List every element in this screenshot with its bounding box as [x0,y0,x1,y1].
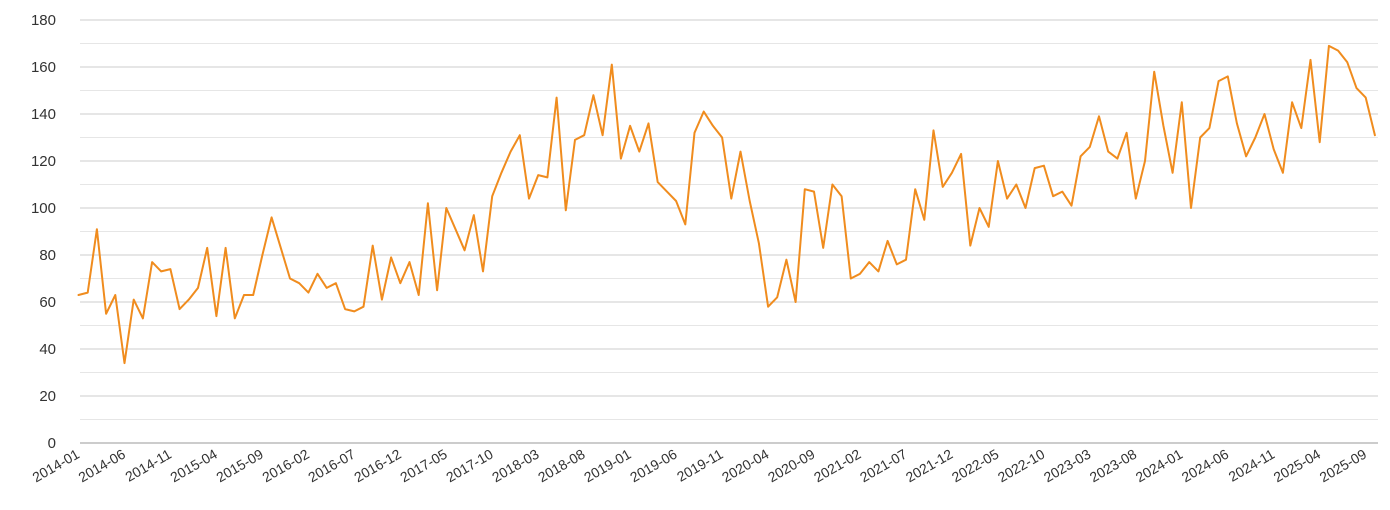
x-tick-label: 2023-08 [1087,446,1140,486]
x-tick-label: 2022-05 [949,446,1002,486]
x-tick-label: 2015-09 [213,446,266,486]
x-tick-label: 2017-10 [443,446,496,486]
y-tick-label: 60 [39,294,56,311]
x-tick-label: 2025-04 [1271,446,1324,486]
x-tick-label: 2024-11 [1226,446,1278,485]
y-tick-label: 80 [39,247,56,264]
x-tick-label: 2016-02 [259,446,312,486]
y-tick-label: 180 [31,12,56,29]
series-line [77,44,1376,365]
x-tick-label: 2017-05 [397,446,450,486]
x-tick-label: 2020-04 [719,446,772,486]
x-tick-label: 2016-07 [305,446,358,486]
x-tick-label: 2021-02 [811,446,864,486]
y-tick-label: 140 [31,106,56,123]
x-tick-label: 2015-04 [167,446,220,486]
x-tick-label: 2021-12 [903,446,956,486]
x-tick-label: 2019-06 [627,446,680,486]
x-tick-label: 2018-03 [489,446,542,486]
gridlines [80,19,1378,444]
y-tick-label: 40 [39,341,56,358]
x-tick-label: 2014-11 [122,446,174,485]
x-tick-label: 2024-01 [1133,446,1186,486]
x-tick-label: 2020-09 [765,446,818,486]
y-tick-label: 100 [31,200,56,217]
x-tick-label: 2025-09 [1317,446,1370,486]
x-tick-label: 2022-10 [995,446,1048,486]
x-tick-label: 2018-08 [535,446,588,486]
x-tick-label: 2016-12 [351,446,404,486]
x-tick-label: 2023-03 [1041,446,1094,486]
y-tick-label: 0 [48,435,56,452]
x-tick-label: 2019-01 [581,446,634,486]
x-axis-ticks: 2014-012014-062014-112015-042015-092016-… [29,446,1369,486]
series-lines [77,44,1376,365]
y-tick-label: 20 [39,388,56,405]
x-tick-label: 2014-06 [75,446,128,486]
x-tick-label: 2021-07 [857,446,910,486]
x-tick-label: 2024-06 [1179,446,1232,486]
x-tick-label: 2019-11 [674,446,726,485]
y-tick-label: 160 [31,59,56,76]
y-tick-label: 120 [31,153,56,170]
y-axis-ticks: 0 20 40 60 80 100 120 140 160 180 [31,12,56,452]
